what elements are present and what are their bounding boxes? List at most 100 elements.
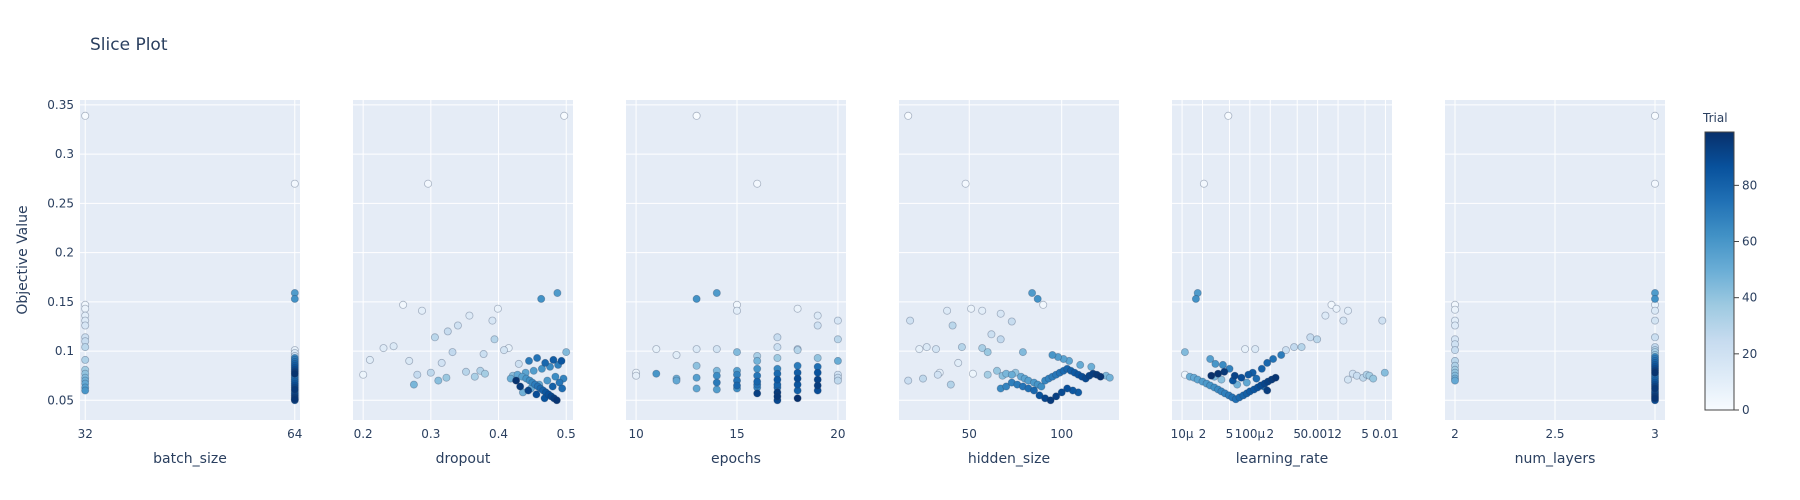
x-tick-label: 0.01 <box>1372 427 1399 441</box>
data-point <box>479 349 488 358</box>
colorbar-tick-label: 60 <box>1742 235 1757 249</box>
data-point <box>1277 350 1286 359</box>
data-point <box>490 335 499 344</box>
data-point <box>493 304 502 313</box>
data-point <box>81 386 90 395</box>
data-point <box>290 385 299 394</box>
data-point <box>993 366 1002 375</box>
x-tick-label: 0.3 <box>421 427 440 441</box>
data-point <box>712 385 721 394</box>
data-point <box>733 348 742 357</box>
data-point <box>290 369 299 378</box>
data-point <box>753 364 762 373</box>
data-point <box>773 343 782 352</box>
x-tick-label: 2.5 <box>1545 427 1564 441</box>
data-point <box>1451 321 1460 330</box>
data-point <box>813 353 822 362</box>
x-axis-label: hidden_size <box>968 451 1050 467</box>
x-tick-label: 0.5 <box>557 427 576 441</box>
data-point <box>1252 374 1261 383</box>
data-point <box>1096 372 1105 381</box>
data-point <box>448 348 457 357</box>
data-point <box>733 381 742 390</box>
data-point <box>712 371 721 380</box>
data-point <box>692 345 701 354</box>
data-point <box>1651 179 1660 188</box>
data-point <box>833 316 842 325</box>
x-tick-label: 2 <box>1266 427 1274 441</box>
data-point <box>81 304 90 313</box>
data-point <box>1037 382 1046 391</box>
data-point <box>652 369 661 378</box>
data-point <box>813 368 822 377</box>
data-point <box>1313 335 1322 344</box>
data-point <box>1007 317 1016 326</box>
data-point <box>978 306 987 315</box>
data-point <box>922 343 931 352</box>
data-point <box>1214 369 1223 378</box>
data-point <box>553 288 562 297</box>
data-point <box>1048 350 1057 359</box>
data-point <box>833 356 842 365</box>
data-point <box>1651 306 1660 315</box>
data-point <box>948 321 957 330</box>
data-point <box>81 343 90 352</box>
data-point <box>672 376 681 385</box>
data-point <box>1451 305 1460 314</box>
colorbar-tick-label: 80 <box>1742 178 1757 192</box>
data-point <box>1369 374 1378 383</box>
data-point <box>1651 384 1660 393</box>
data-point <box>1651 368 1660 377</box>
data-point <box>904 376 913 385</box>
data-point <box>409 380 418 389</box>
data-point <box>1263 358 1272 367</box>
data-point <box>488 316 497 325</box>
data-point <box>692 373 701 382</box>
data-point <box>480 369 489 378</box>
panel-dropout: 0.2 0.3 0.4 0.5 dropout <box>353 100 576 467</box>
data-point <box>465 311 474 320</box>
data-point <box>1033 294 1042 303</box>
data-point <box>424 179 433 188</box>
data-point <box>793 394 802 403</box>
data-point <box>413 370 422 379</box>
data-point <box>453 321 462 330</box>
data-point <box>548 382 557 391</box>
data-point <box>961 179 970 188</box>
data-point <box>1180 348 1189 357</box>
data-point <box>753 356 762 365</box>
data-point <box>546 362 555 371</box>
data-point <box>1263 386 1272 395</box>
y-tick-label: 0.25 <box>47 196 74 210</box>
data-point <box>773 375 782 384</box>
data-point <box>904 111 913 120</box>
data-point <box>442 373 451 382</box>
data-point <box>1651 316 1660 325</box>
data-point <box>919 374 928 383</box>
data-point <box>933 370 942 379</box>
data-point <box>1344 375 1353 384</box>
data-point <box>359 370 368 379</box>
y-tick-label: 0.1 <box>55 344 74 358</box>
data-point <box>1327 300 1336 309</box>
data-point <box>562 348 571 357</box>
data-point <box>954 358 963 367</box>
data-point <box>443 327 452 336</box>
data-point <box>512 376 521 385</box>
data-point <box>1251 345 1260 354</box>
x-tick-label: 0.2 <box>354 427 373 441</box>
data-point <box>434 376 443 385</box>
x-tick-label: 100 <box>1050 427 1073 441</box>
data-point <box>81 111 90 120</box>
data-point <box>524 386 533 395</box>
x-tick-label: 5 <box>1293 427 1301 441</box>
data-point <box>957 343 966 352</box>
data-point <box>712 288 721 297</box>
x-tick-label: 5 <box>1361 427 1369 441</box>
data-point <box>793 374 802 383</box>
data-point <box>1380 368 1389 377</box>
data-point <box>1269 354 1278 363</box>
data-point <box>833 376 842 385</box>
